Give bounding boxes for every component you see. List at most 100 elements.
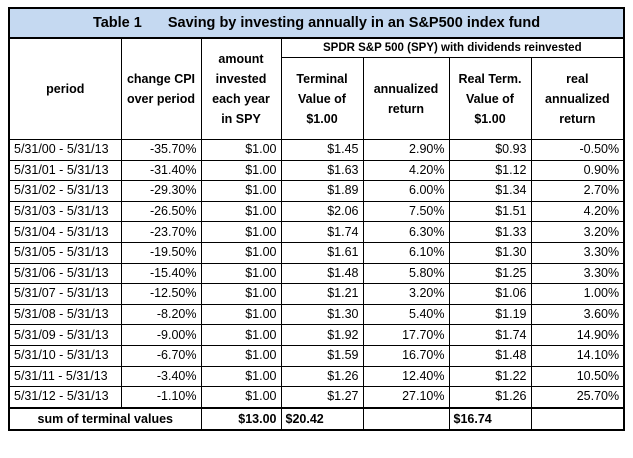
footer-amount-total: $13.00 xyxy=(200,406,282,431)
cell-annualized-return: 17.70% xyxy=(362,324,450,346)
cell-amount-invested: $1.00 xyxy=(200,344,282,367)
cell-amount-invested: $1.00 xyxy=(200,139,282,161)
cell-change-cpi: -3.40% xyxy=(120,365,202,388)
cell-terminal-value: $1.27 xyxy=(280,386,364,409)
table-row: 5/31/06 - 5/31/13 -15.40% $1.00 $1.48 5.80% $… xyxy=(8,262,625,285)
cell-real-annualized-return: 25.70% xyxy=(530,386,625,409)
table-row: 5/31/07 - 5/31/13 -12.50% $1.00 $1.21 3.20% $… xyxy=(8,283,625,305)
header-annualized-return: annualized return xyxy=(362,57,450,140)
header-amount-invested: amount invested each year in SPY xyxy=(200,37,282,140)
cell-terminal-value: $1.63 xyxy=(280,159,364,182)
cell-amount-invested: $1.00 xyxy=(200,241,282,264)
cell-period: 5/31/00 - 5/31/13 xyxy=(8,139,122,161)
cell-period: 5/31/07 - 5/31/13 xyxy=(8,283,122,305)
cell-real-annualized-return: 1.00% xyxy=(530,283,625,305)
cell-change-cpi: -19.50% xyxy=(120,241,202,264)
table-row: 5/31/05 - 5/31/13 -19.50% $1.00 $1.61 6.10% $… xyxy=(8,241,625,264)
header-real-annualized-return: real annualized return xyxy=(530,57,625,140)
table-row: 5/31/00 - 5/31/13 -35.70% $1.00 $1.45 2.90% $… xyxy=(8,139,625,161)
cell-period: 5/31/02 - 5/31/13 xyxy=(8,180,122,202)
cell-amount-invested: $1.00 xyxy=(200,365,282,388)
header-change-cpi: change CPI over period xyxy=(120,37,202,140)
cell-amount-invested: $1.00 xyxy=(200,159,282,182)
cell-amount-invested: $1.00 xyxy=(200,262,282,285)
cell-terminal-value: $1.59 xyxy=(280,344,364,367)
cell-annualized-return: 4.20% xyxy=(362,159,450,182)
cell-real-annualized-return: 2.70% xyxy=(530,180,625,202)
footer-real-terminal-total: $16.74 xyxy=(448,406,532,431)
cell-amount-invested: $1.00 xyxy=(200,180,282,202)
cell-real-annualized-return: 4.20% xyxy=(530,200,625,223)
cell-real-terminal-value: $1.34 xyxy=(448,180,532,202)
cell-annualized-return: 3.20% xyxy=(362,283,450,305)
cell-terminal-value: $2.06 xyxy=(280,200,364,223)
footer-empty-real-ann xyxy=(530,406,625,431)
table-container: Table 1 Saving by investing annually in … xyxy=(7,7,626,431)
header-period: period xyxy=(8,37,122,140)
cell-terminal-value: $1.21 xyxy=(280,283,364,305)
cell-real-annualized-return: 3.30% xyxy=(530,241,625,264)
cell-change-cpi: -35.70% xyxy=(120,139,202,161)
table-number: Table 1 xyxy=(92,15,142,31)
cell-period: 5/31/05 - 5/31/13 xyxy=(8,241,122,264)
cell-real-terminal-value: $1.12 xyxy=(448,159,532,182)
cell-change-cpi: -1.10% xyxy=(120,386,202,409)
table-row: 5/31/04 - 5/31/13 -23.70% $1.00 $1.74 6.30% $… xyxy=(8,221,625,243)
cell-terminal-value: $1.89 xyxy=(280,180,364,202)
table-row: 5/31/03 - 5/31/13 -26.50% $1.00 $2.06 7.50% $… xyxy=(8,200,625,223)
cell-real-terminal-value: $1.06 xyxy=(448,283,532,305)
cell-real-terminal-value: $1.30 xyxy=(448,241,532,264)
table-title: Table 1 Saving by investing annually in … xyxy=(7,7,626,39)
cell-period: 5/31/11 - 5/31/13 xyxy=(8,365,122,388)
footer-empty-ann xyxy=(362,406,450,431)
cell-real-annualized-return: -0.50% xyxy=(530,139,625,161)
cell-amount-invested: $1.00 xyxy=(200,221,282,243)
cell-real-annualized-return: 3.20% xyxy=(530,221,625,243)
cell-period: 5/31/12 - 5/31/13 xyxy=(8,386,122,409)
cell-real-annualized-return: 3.30% xyxy=(530,262,625,285)
cell-annualized-return: 6.30% xyxy=(362,221,450,243)
cell-change-cpi: -26.50% xyxy=(120,200,202,223)
cell-annualized-return: 5.80% xyxy=(362,262,450,285)
table-row: 5/31/01 - 5/31/13 -31.40% $1.00 $1.63 4.20% $… xyxy=(8,159,625,182)
cell-real-terminal-value: $1.48 xyxy=(448,344,532,367)
table-row: 5/31/11 - 5/31/13 -3.40% $1.00 $1.26 12.40% $… xyxy=(8,365,625,388)
cell-terminal-value: $1.74 xyxy=(280,221,364,243)
cell-terminal-value: $1.45 xyxy=(280,139,364,161)
cell-change-cpi: -31.40% xyxy=(120,159,202,182)
cell-change-cpi: -23.70% xyxy=(120,221,202,243)
table-row: 5/31/12 - 5/31/13 -1.10% $1.00 $1.27 27.10% $… xyxy=(8,386,625,409)
savings-table: Table 1 Saving by investing annually in … xyxy=(7,7,626,431)
cell-real-terminal-value: $1.25 xyxy=(448,262,532,285)
table-row: 5/31/10 - 5/31/13 -6.70% $1.00 $1.59 16.70% $… xyxy=(8,344,625,367)
table-body: 5/31/00 - 5/31/13 -35.70% $1.00 $1.45 2.90% $… xyxy=(8,139,625,409)
table-row: 5/31/09 - 5/31/13 -9.00% $1.00 $1.92 17.70% $… xyxy=(8,324,625,346)
cell-real-terminal-value: $1.26 xyxy=(448,386,532,409)
cell-real-annualized-return: 14.10% xyxy=(530,344,625,367)
cell-real-annualized-return: 0.90% xyxy=(530,159,625,182)
cell-amount-invested: $1.00 xyxy=(200,200,282,223)
cell-real-terminal-value: $1.22 xyxy=(448,365,532,388)
cell-change-cpi: -15.40% xyxy=(120,262,202,285)
cell-period: 5/31/08 - 5/31/13 xyxy=(8,303,122,326)
cell-terminal-value: $1.61 xyxy=(280,241,364,264)
cell-amount-invested: $1.00 xyxy=(200,386,282,409)
cell-annualized-return: 27.10% xyxy=(362,386,450,409)
cell-amount-invested: $1.00 xyxy=(200,283,282,305)
cell-real-terminal-value: $0.93 xyxy=(448,139,532,161)
cell-change-cpi: -9.00% xyxy=(120,324,202,346)
footer-terminal-total: $20.42 xyxy=(280,406,364,431)
cell-real-annualized-return: 14.90% xyxy=(530,324,625,346)
cell-annualized-return: 2.90% xyxy=(362,139,450,161)
cell-real-terminal-value: $1.19 xyxy=(448,303,532,326)
cell-real-annualized-return: 10.50% xyxy=(530,365,625,388)
cell-annualized-return: 6.00% xyxy=(362,180,450,202)
cell-amount-invested: $1.00 xyxy=(200,324,282,346)
cell-period: 5/31/04 - 5/31/13 xyxy=(8,221,122,243)
cell-amount-invested: $1.00 xyxy=(200,303,282,326)
cell-terminal-value: $1.30 xyxy=(280,303,364,326)
cell-period: 5/31/09 - 5/31/13 xyxy=(8,324,122,346)
cell-period: 5/31/06 - 5/31/13 xyxy=(8,262,122,285)
cell-change-cpi: -12.50% xyxy=(120,283,202,305)
table-row: 5/31/08 - 5/31/13 -8.20% $1.00 $1.30 5.40% $1… xyxy=(8,303,625,326)
